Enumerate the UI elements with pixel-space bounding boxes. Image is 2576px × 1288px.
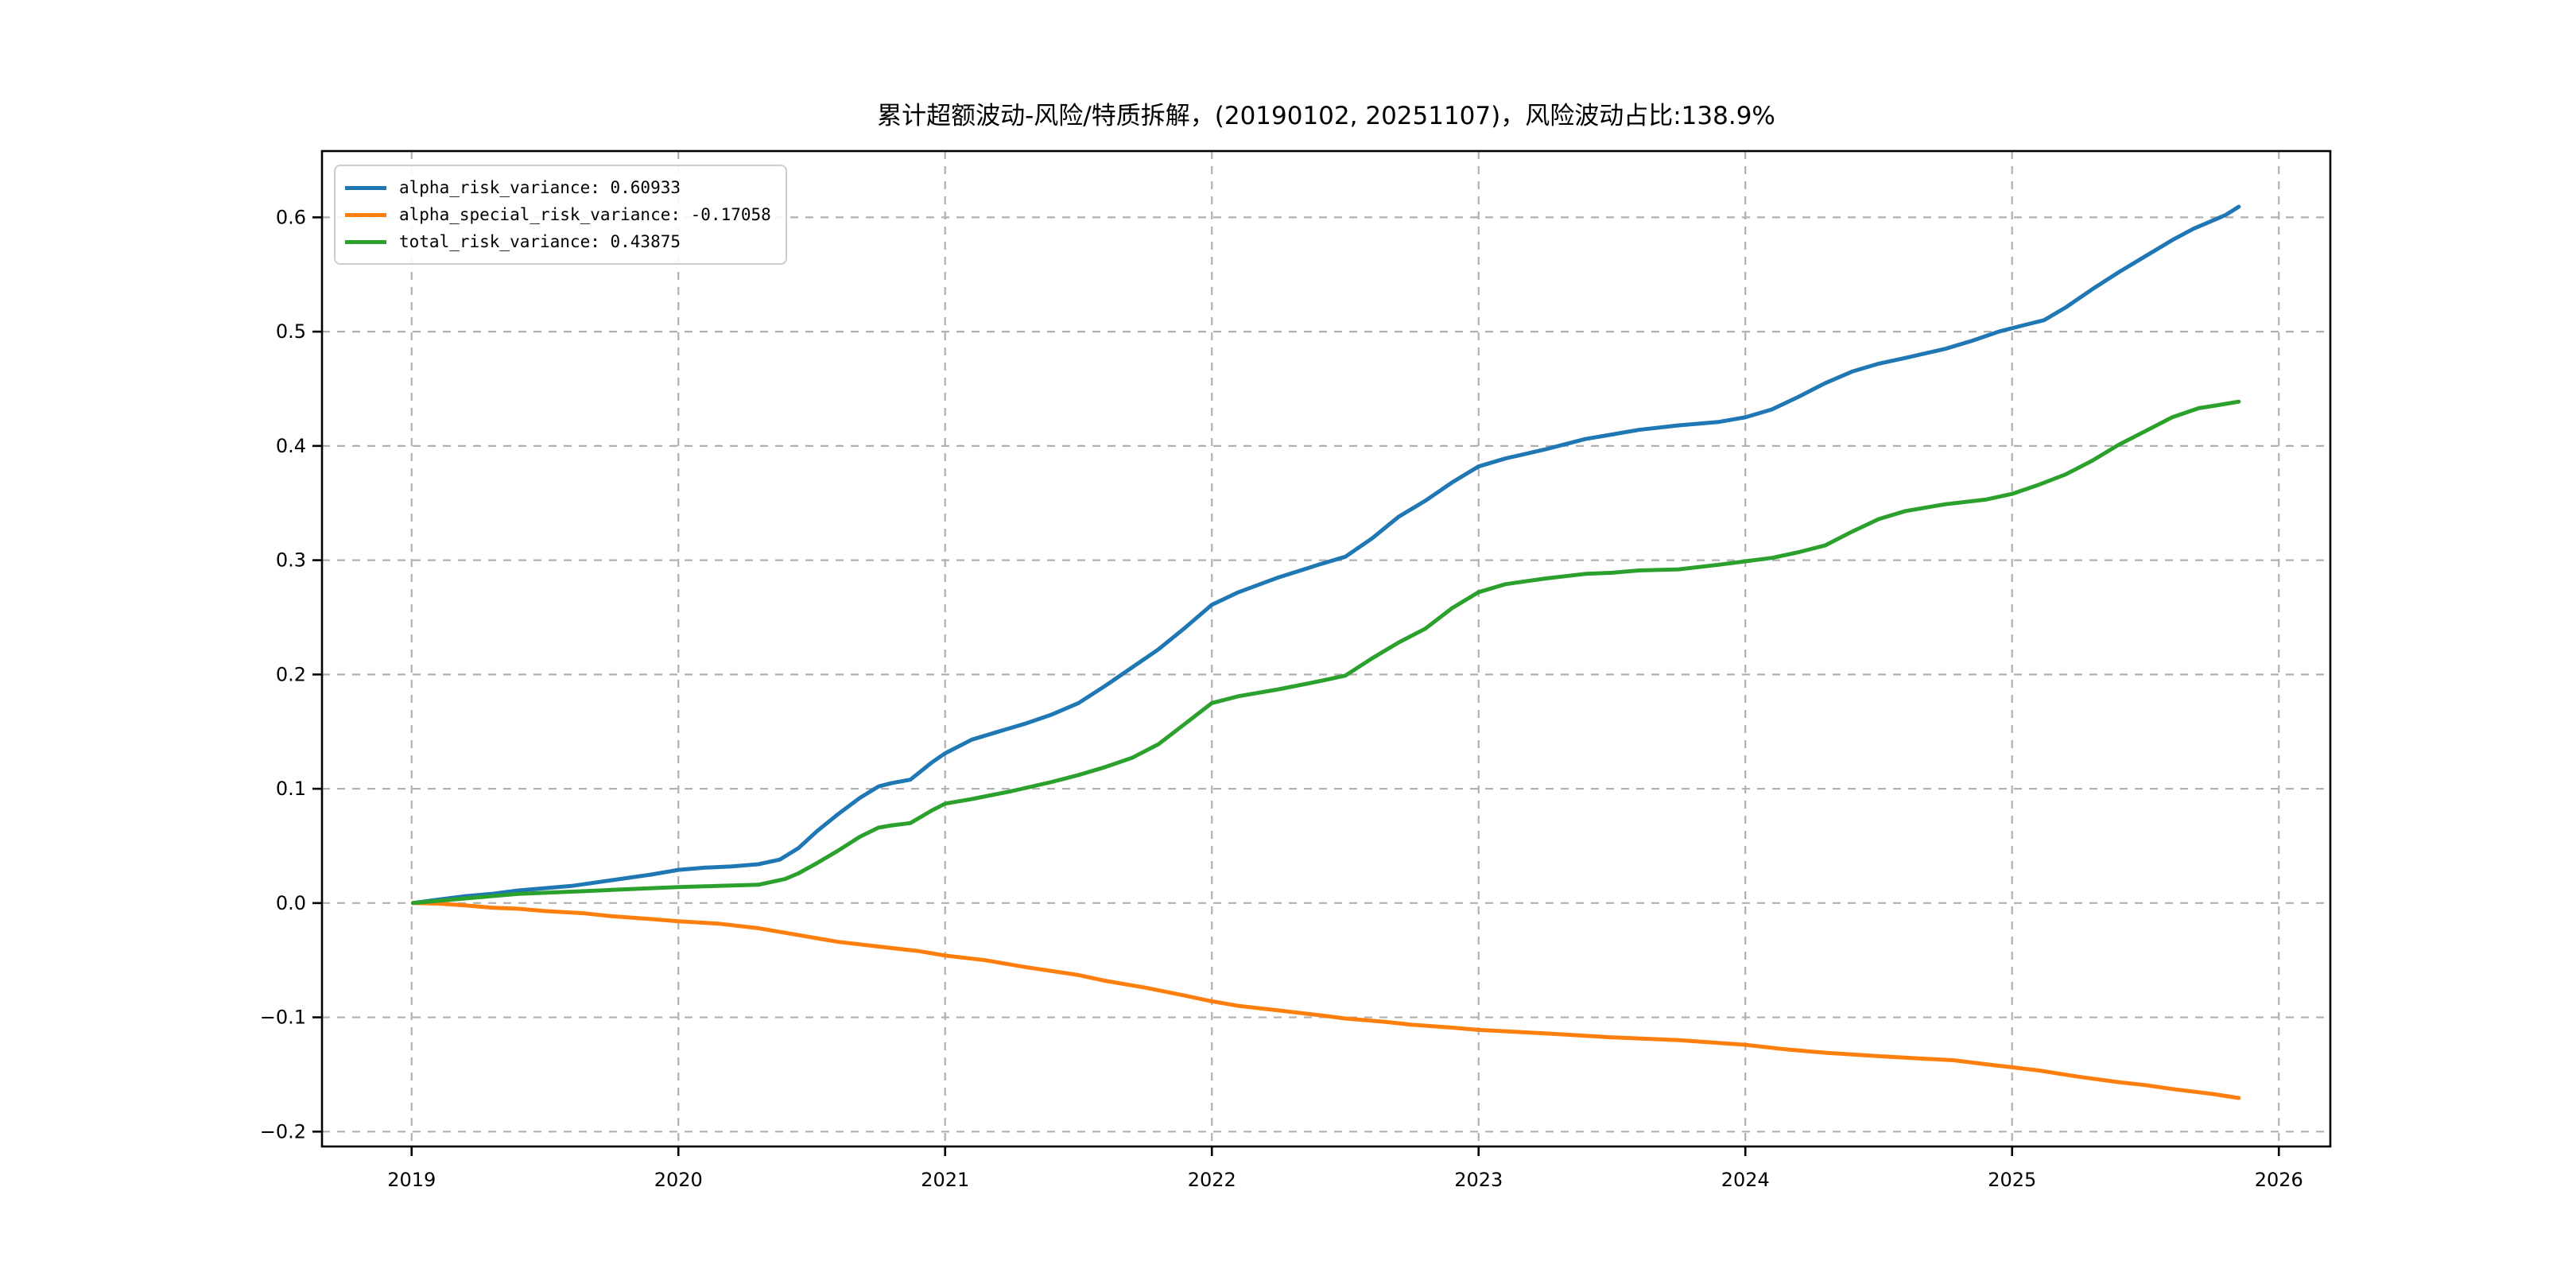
y-tick-label: 0.6 [276, 206, 306, 228]
y-tick-label: −0.2 [260, 1120, 306, 1143]
y-tick-label: 0.4 [276, 435, 306, 457]
chart-title: 累计超额波动-风险/特质拆解，(20190102, 20251107)，风险波动… [877, 102, 1775, 130]
x-tick-label: 2024 [1721, 1169, 1770, 1191]
x-tick-label: 2022 [1188, 1169, 1236, 1191]
x-tick-label: 2026 [2255, 1169, 2303, 1191]
legend-label: alpha_special_risk_variance: -0.17058 [399, 205, 771, 224]
y-tick-label: 0.2 [276, 663, 306, 685]
legend-item: alpha_risk_variance: 0.60933 [345, 174, 771, 201]
x-tick-label: 2020 [654, 1169, 703, 1191]
legend-line-swatch [345, 239, 386, 244]
x-tick-label: 2025 [1988, 1169, 2036, 1191]
legend: alpha_risk_variance: 0.60933 alpha_specia… [334, 165, 787, 265]
y-tick-label: 0.1 [276, 778, 306, 800]
axes-spines [320, 149, 2332, 1148]
y-tick-label: 0.3 [276, 549, 306, 572]
legend-line-swatch [345, 185, 386, 190]
legend-item: total_risk_variance: 0.43875 [345, 228, 771, 255]
total_risk_variance-line [410, 399, 2241, 906]
legend-label: alpha_risk_variance: 0.60933 [399, 178, 681, 197]
y-tick-label: 0.0 [276, 892, 306, 914]
legend-item: alpha_special_risk_variance: -0.17058 [345, 201, 771, 228]
alpha_special_risk_variance-line [410, 901, 2241, 1100]
legend-line-swatch [345, 212, 386, 217]
legend-label: total_risk_variance: 0.43875 [399, 232, 681, 251]
alpha_risk_variance-line [410, 204, 2241, 906]
y-tick-label: 0.5 [276, 320, 306, 343]
y-tick-label: −0.1 [260, 1007, 306, 1029]
x-tick-label: 2021 [921, 1169, 969, 1191]
x-tick-label: 2023 [1454, 1169, 1503, 1191]
x-tick-label: 2019 [387, 1169, 436, 1191]
